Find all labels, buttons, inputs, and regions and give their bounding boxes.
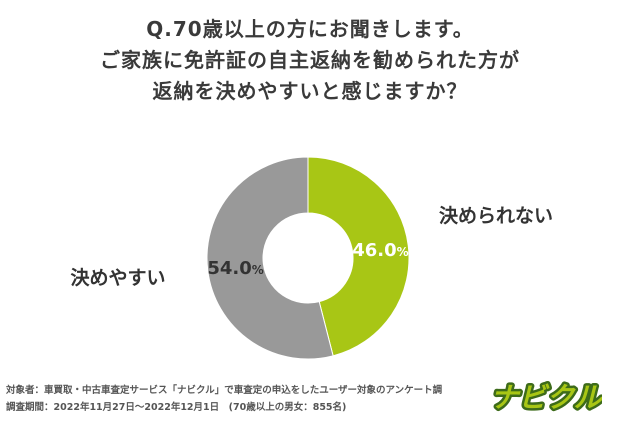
slice-2 xyxy=(206,156,334,360)
slice-2-value-label: 54.0% xyxy=(207,258,263,279)
slice-1-value-label: 46.0% xyxy=(352,240,408,261)
title-line-2: ご家族に免許証の自主返納を勧められた方が xyxy=(100,48,520,72)
title-line-1: Q.70歳以上の方にお聞きします。 xyxy=(146,17,474,41)
survey-period-text: 調査期間：2022年11月27日〜2022年12月1日 (70歳以上の男女：85… xyxy=(6,402,347,413)
title-line-3: 返納を決めやすいと感じますか？ xyxy=(152,79,468,103)
chart-title: Q.70歳以上の方にお聞きします。 ご家族に免許証の自主返納を勧められた方が 返… xyxy=(0,14,620,107)
navikuru-logo: ナビクル xyxy=(490,379,602,417)
slice-1 xyxy=(307,156,410,357)
slice-2-category-label: 決めやすい xyxy=(70,267,165,289)
logo-text: ナビクル xyxy=(490,381,602,414)
survey-footer: 対象者：車買取・中古車査定サービス「ナビクル」で車査定の申込をしたユーザー対象の… xyxy=(6,382,442,416)
survey-target-text: 対象者：車買取・中古車査定サービス「ナビクル」で車査定の申込をしたユーザー対象の… xyxy=(6,385,443,396)
slice-1-category-label: 決められない xyxy=(439,205,553,227)
